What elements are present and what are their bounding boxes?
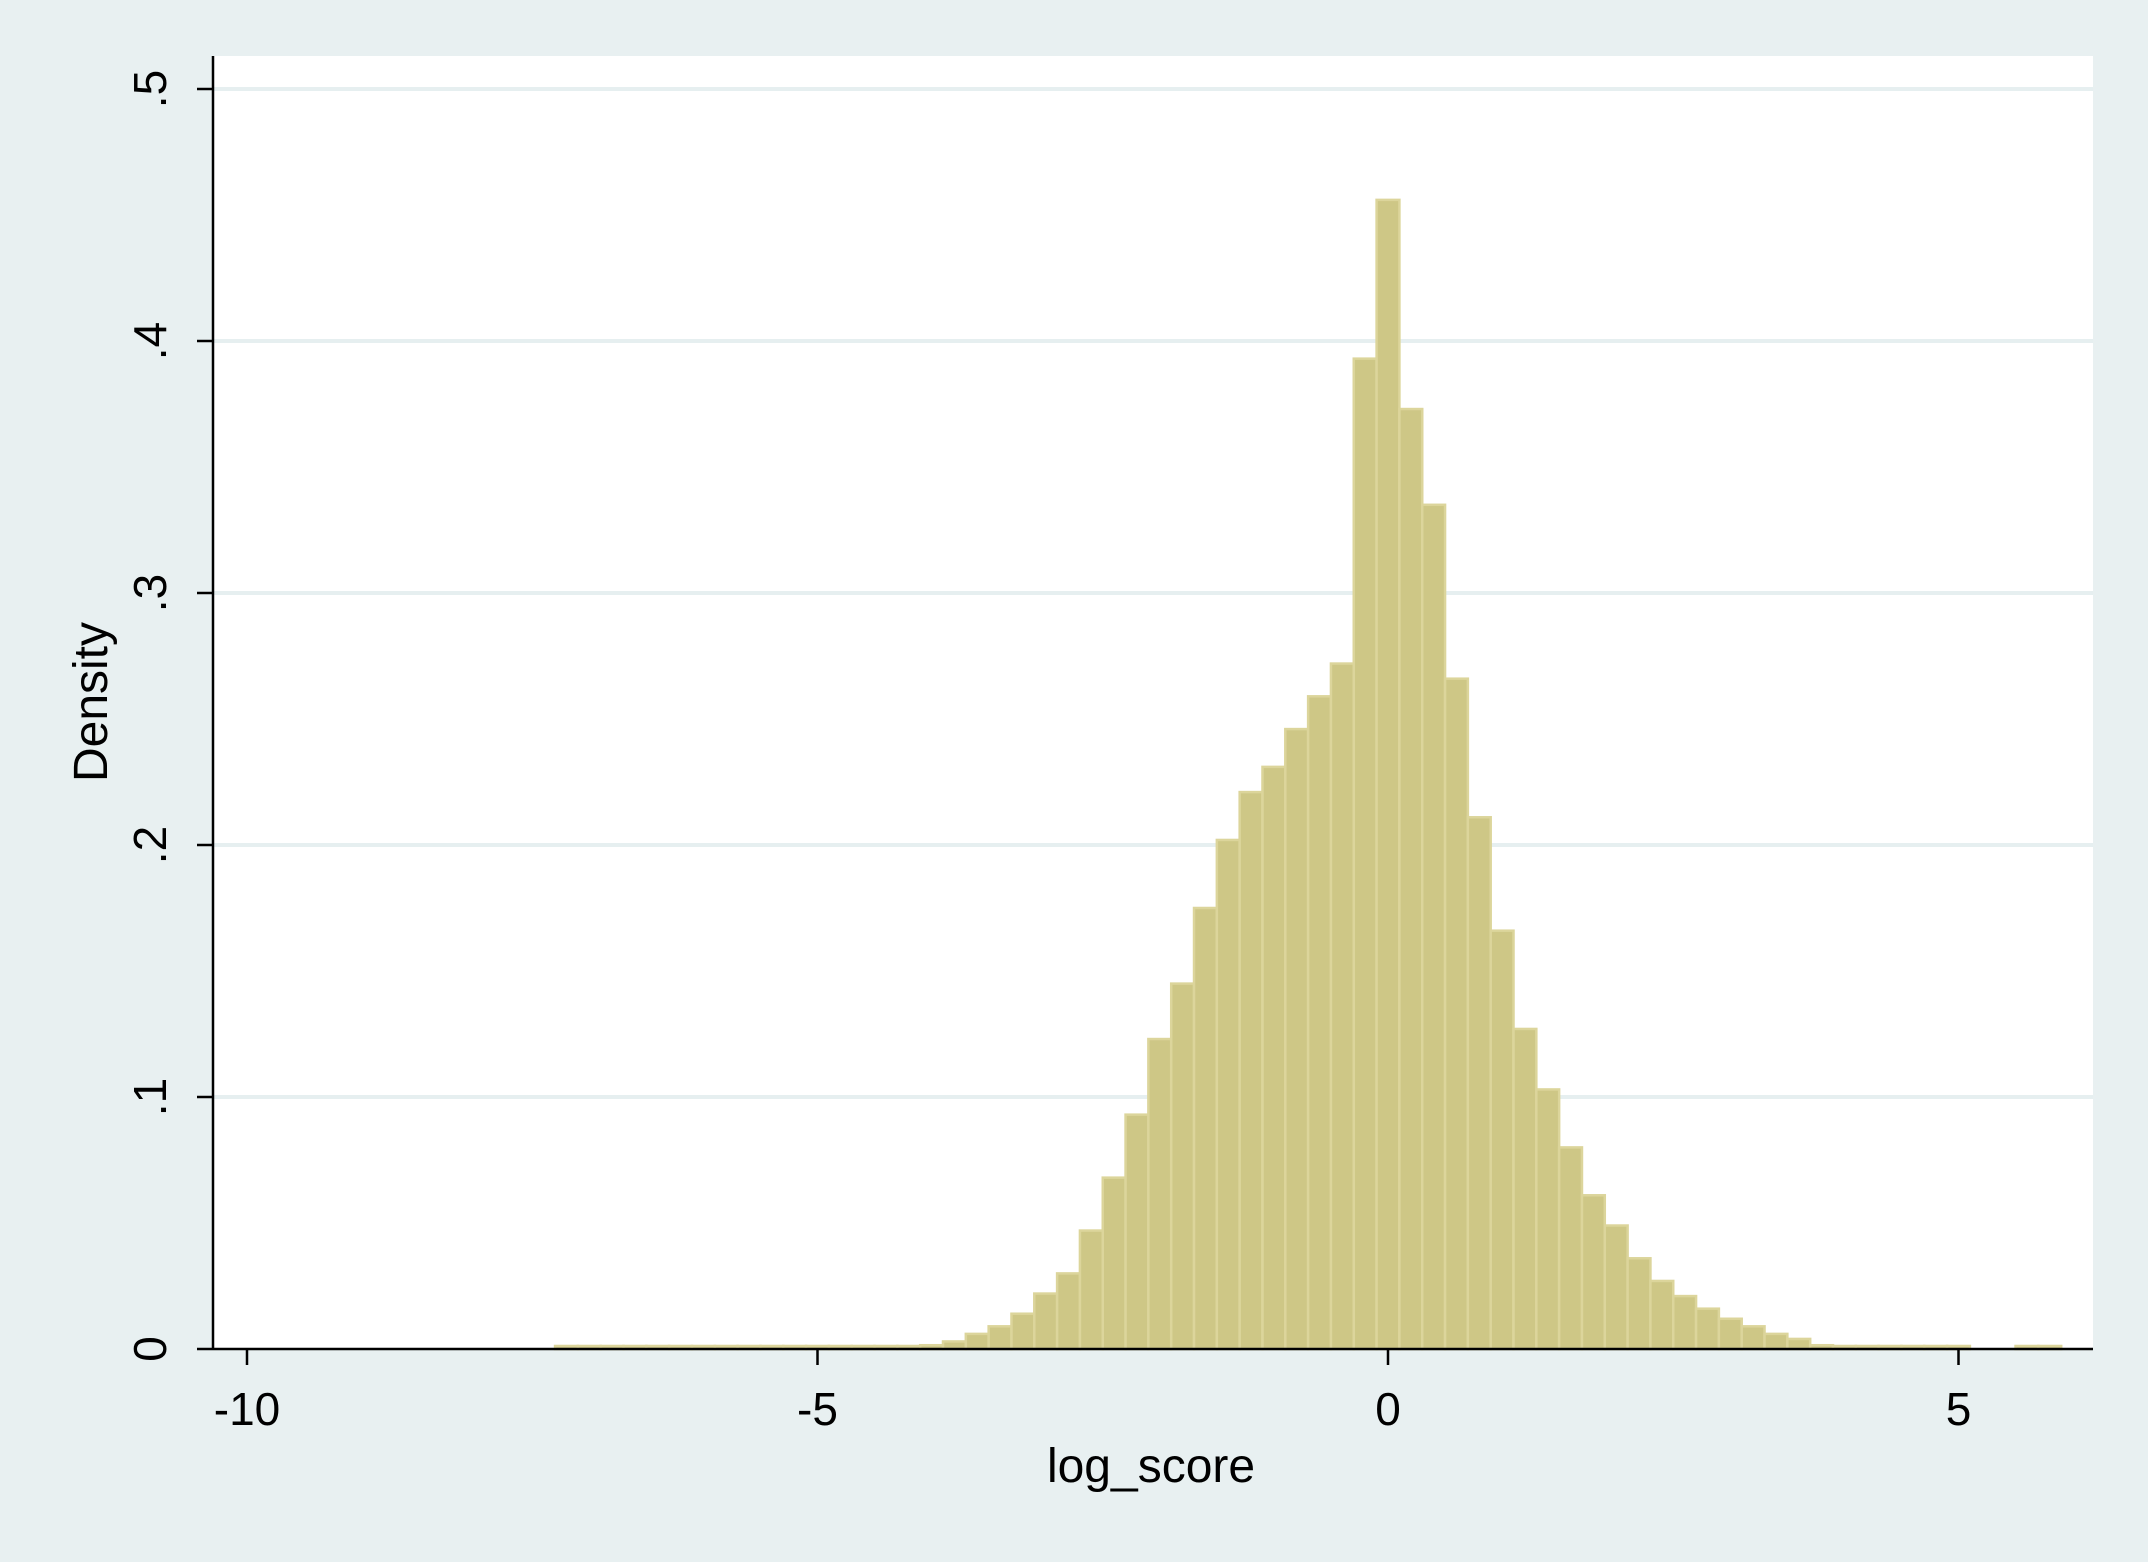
histogram-bar	[1078, 1229, 1105, 1351]
y-tick-label: .1	[124, 1078, 176, 1116]
y-tick-label: .2	[124, 826, 176, 864]
histogram-bar	[1489, 929, 1515, 1351]
histogram-bar	[1786, 1337, 1812, 1351]
histogram-bar	[1101, 1176, 1127, 1351]
y-tick-label: 0	[124, 1336, 176, 1362]
histogram-bar	[1306, 695, 1333, 1351]
histogram-bar	[1420, 503, 1447, 1351]
histogram-bar	[987, 1325, 1013, 1351]
histogram-bar	[1147, 1037, 1173, 1351]
x-tick-label: -10	[214, 1383, 280, 1435]
histogram-bar	[1626, 1257, 1652, 1351]
histogram-bar	[1033, 1292, 1059, 1351]
histogram-bar	[1466, 816, 1492, 1351]
histogram-bar	[1375, 198, 1401, 1351]
y-axis-ticks: 0 .1 .2 .3 .4 .5	[124, 70, 213, 1362]
histogram-bar	[1535, 1088, 1561, 1351]
y-tick-label: .4	[124, 322, 176, 360]
y-tick-label: .5	[124, 70, 176, 108]
histogram-bar	[1740, 1325, 1766, 1351]
histogram-bar	[1649, 1279, 1675, 1351]
histogram-bar	[1717, 1317, 1743, 1351]
histogram-bar	[1215, 838, 1241, 1351]
histogram-bar	[1284, 727, 1310, 1351]
histogram-bar	[1169, 982, 1196, 1351]
histogram-bar	[1763, 1332, 1789, 1351]
histogram-bar	[1238, 790, 1264, 1351]
histogram-bar	[1672, 1294, 1698, 1351]
x-tick-label: 5	[1946, 1383, 1972, 1435]
y-axis-title: Density	[65, 622, 118, 782]
histogram-bar	[1512, 1027, 1538, 1351]
histogram-bar	[1010, 1312, 1036, 1351]
histogram-bar	[1329, 662, 1356, 1351]
histogram-bar	[1055, 1272, 1082, 1351]
histogram-bar	[1580, 1194, 1607, 1351]
histogram-bar	[964, 1332, 990, 1351]
axes	[211, 56, 2093, 1351]
x-tick-label: 0	[1375, 1383, 1401, 1435]
histogram-bar	[1124, 1113, 1150, 1351]
histogram-bars	[553, 198, 2063, 1351]
x-axis-ticks: -10 -5 0 5	[214, 1349, 1972, 1435]
histogram-bar	[1192, 906, 1219, 1351]
histogram-bar	[1261, 765, 1287, 1351]
histogram-bar	[1603, 1224, 1629, 1351]
x-tick-label: -5	[797, 1383, 838, 1435]
gridlines	[213, 87, 2093, 1099]
histogram-bar	[1398, 407, 1424, 1351]
histogram-bar	[1352, 357, 1378, 1351]
histogram-bar	[1443, 677, 1470, 1351]
histogram-bar	[1694, 1307, 1721, 1351]
y-tick-label: .3	[124, 574, 176, 612]
histogram-bar	[1557, 1146, 1584, 1351]
x-axis-title: log_score	[1047, 1440, 1255, 1493]
